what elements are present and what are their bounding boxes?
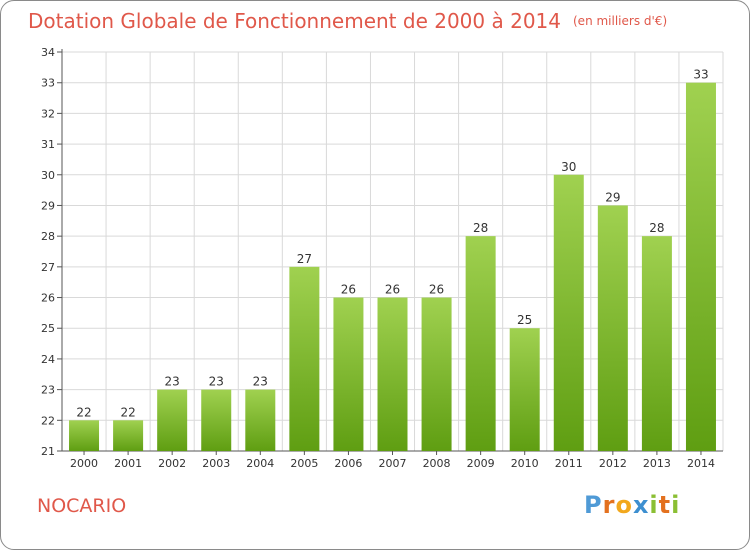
data-label-2012: 29 bbox=[605, 190, 620, 204]
bar-2010 bbox=[509, 328, 540, 451]
data-label-2006: 26 bbox=[341, 283, 356, 297]
bar-2006 bbox=[333, 297, 364, 451]
y-tick-label: 22 bbox=[41, 414, 55, 427]
data-label-2003: 23 bbox=[209, 375, 224, 389]
y-tick-label: 23 bbox=[41, 384, 55, 397]
proxiti-logo[interactable]: Proxiti bbox=[584, 491, 681, 519]
data-label-2000: 22 bbox=[76, 405, 91, 419]
data-label-2010: 25 bbox=[517, 313, 532, 327]
bar-2009 bbox=[465, 236, 496, 451]
data-label-2007: 26 bbox=[385, 283, 400, 297]
x-tick-label-2009: 2009 bbox=[467, 457, 495, 470]
x-tick-label-2004: 2004 bbox=[246, 457, 274, 470]
y-tick-label: 21 bbox=[41, 445, 55, 458]
chart-subtitle: (en milliers d'€) bbox=[573, 14, 668, 28]
bar-2014 bbox=[685, 82, 716, 451]
bar-2011 bbox=[553, 174, 584, 451]
data-label-2014: 33 bbox=[693, 68, 708, 82]
y-tick-label: 30 bbox=[41, 169, 55, 182]
y-tick-label: 34 bbox=[41, 46, 55, 59]
data-label-2001: 22 bbox=[120, 405, 135, 419]
x-tick-label-2001: 2001 bbox=[114, 457, 142, 470]
data-label-2009: 28 bbox=[473, 221, 488, 235]
place-name: NOCARIO bbox=[37, 495, 127, 517]
x-tick-label-2014: 2014 bbox=[687, 457, 715, 470]
y-tick-label: 24 bbox=[41, 353, 55, 366]
bar-2012 bbox=[597, 205, 628, 451]
x-tick-label-2003: 2003 bbox=[202, 457, 230, 470]
data-label-2002: 23 bbox=[165, 375, 180, 389]
chart-title: Dotation Globale de Fonctionnement de 20… bbox=[28, 9, 668, 33]
bar-2000 bbox=[69, 420, 100, 451]
data-label-2011: 30 bbox=[561, 160, 576, 174]
x-tick-label-2008: 2008 bbox=[423, 457, 451, 470]
bar-2004 bbox=[245, 389, 276, 451]
y-tick-label: 26 bbox=[41, 292, 55, 305]
data-label-2013: 28 bbox=[649, 221, 664, 235]
data-label-2008: 26 bbox=[429, 283, 444, 297]
bar-2001 bbox=[113, 420, 144, 451]
y-tick-label: 29 bbox=[41, 199, 55, 212]
y-tick-label: 28 bbox=[41, 230, 55, 243]
x-tick-label-2005: 2005 bbox=[290, 457, 318, 470]
x-tick-label-2006: 2006 bbox=[334, 457, 362, 470]
bars bbox=[69, 82, 716, 451]
x-tick-label-2002: 2002 bbox=[158, 457, 186, 470]
y-tick-label: 25 bbox=[41, 322, 55, 335]
bar-2008 bbox=[421, 297, 452, 451]
data-label-2005: 27 bbox=[297, 252, 312, 266]
y-tick-label: 31 bbox=[41, 138, 55, 151]
y-tick-label: 32 bbox=[41, 107, 55, 120]
bar-2007 bbox=[377, 297, 408, 451]
bar-2003 bbox=[201, 389, 232, 451]
x-tick-label-2011: 2011 bbox=[555, 457, 583, 470]
x-tick-label-2010: 2010 bbox=[511, 457, 539, 470]
labels: 21 22 23 24 25 26 27 28 29 30 31 32 33 34 22 2000 22 2001… bbox=[41, 46, 715, 470]
y-tick-label: 33 bbox=[41, 77, 55, 90]
x-tick-label-2007: 2007 bbox=[379, 457, 407, 470]
y-tick-label: 27 bbox=[41, 261, 55, 274]
bar-2002 bbox=[157, 389, 188, 451]
x-tick-label-2013: 2013 bbox=[643, 457, 671, 470]
data-label-2004: 23 bbox=[253, 375, 268, 389]
x-tick-label-2000: 2000 bbox=[70, 457, 98, 470]
bar-2013 bbox=[641, 236, 672, 451]
bar-2005 bbox=[289, 266, 320, 451]
x-tick-label-2012: 2012 bbox=[599, 457, 627, 470]
